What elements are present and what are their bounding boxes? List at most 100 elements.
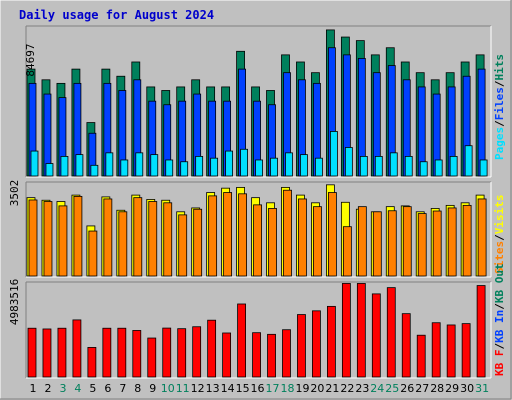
bar-sites-day-30 — [462, 204, 472, 277]
bar-sites-day-19 — [298, 198, 307, 277]
bar-pages-day-13 — [210, 157, 219, 177]
bar-pages-day-19 — [300, 154, 308, 177]
bar-pages-day-3 — [60, 156, 69, 177]
bar-kbf-day-24 — [371, 293, 381, 378]
day-label-3: 3 — [59, 382, 66, 395]
bar-pages-day-22 — [344, 147, 353, 177]
bar-kbf-day-16 — [252, 332, 261, 378]
bar-kbf-day-13 — [207, 319, 217, 378]
bar-kbf-day-10 — [162, 327, 172, 378]
day-label-19: 19 — [295, 382, 309, 395]
day-label-27: 27 — [415, 382, 429, 395]
day-label-24: 24 — [370, 382, 384, 395]
day-label-4: 4 — [74, 382, 81, 395]
bar-pages-day-30 — [464, 145, 473, 177]
bar-kbf-day-12 — [192, 326, 202, 378]
bar-sites-day-16 — [253, 204, 262, 277]
bar-kbf-day-18 — [282, 329, 291, 378]
bar-pages-day-29 — [449, 156, 458, 177]
bar-kbf-day-11 — [177, 328, 187, 378]
chart-title: Daily usage for August 2024 — [19, 8, 214, 22]
bar-layer — [26, 29, 488, 378]
bar-sites-day-20 — [313, 206, 322, 277]
bar-sites-day-7 — [118, 211, 128, 277]
day-label-29: 29 — [445, 382, 459, 395]
bar-kbf-day-1 — [27, 327, 37, 378]
bar-kbf-day-14 — [222, 332, 232, 378]
bar-sites-day-11 — [178, 214, 188, 277]
legend-sep-5: / — [493, 303, 506, 310]
bar-sites-day-15 — [238, 193, 247, 277]
bar-kbf-day-26 — [401, 313, 411, 378]
bar-sites-day-29 — [447, 207, 457, 277]
bar-sites-day-28 — [432, 210, 442, 277]
bar-kbf-day-20 — [312, 310, 321, 378]
day-label-15: 15 — [236, 382, 250, 395]
bar-pages-day-28 — [434, 159, 443, 177]
day-label-6: 6 — [104, 382, 111, 395]
day-label-12: 12 — [191, 382, 205, 395]
bar-kbf-day-5 — [87, 347, 97, 378]
day-label-8: 8 — [134, 382, 141, 395]
legend-sites: Sites — [493, 241, 506, 274]
bar-kbf-day-22 — [341, 283, 351, 378]
bar-sites-day-31 — [477, 198, 487, 277]
day-label-26: 26 — [400, 382, 414, 395]
legend-hits-files-pages: Pages/Files/Hits — [493, 54, 506, 160]
bar-sites-day-13 — [208, 195, 218, 277]
legend-kb: KB F/KB In/KB Out — [493, 263, 506, 376]
bar-pages-day-5 — [90, 164, 99, 177]
bar-kbf-day-27 — [416, 334, 426, 378]
bar-sites-day-18 — [283, 189, 292, 277]
bar-kbf-day-29 — [446, 324, 456, 378]
bar-sites-day-23 — [357, 206, 367, 277]
day-label-2: 2 — [44, 382, 51, 395]
bar-sites-day-12 — [193, 208, 203, 277]
day-label-13: 13 — [206, 382, 220, 395]
legend-sep-2: / — [493, 80, 506, 87]
bar-kbf-day-6 — [102, 327, 112, 378]
day-label-31: 31 — [475, 382, 489, 395]
bar-pages-day-23 — [359, 156, 368, 177]
bar-pages-day-25 — [389, 152, 398, 177]
legend-files: Files — [493, 87, 506, 120]
bar-kbf-day-25 — [386, 287, 396, 378]
bar-pages-day-18 — [285, 152, 293, 177]
legend-sep-1: / — [493, 120, 506, 127]
bar-sites-day-2 — [43, 201, 53, 277]
bar-kbf-day-31 — [476, 285, 486, 378]
day-label-7: 7 — [119, 382, 126, 395]
bar-sites-day-27 — [417, 213, 427, 277]
bar-pages-day-6 — [105, 152, 114, 177]
bar-pages-day-4 — [75, 154, 84, 177]
bar-pages-day-31 — [479, 159, 488, 177]
day-label-1: 1 — [30, 382, 37, 395]
bar-kbf-day-2 — [42, 328, 52, 378]
bar-kbf-day-17 — [267, 333, 276, 378]
bar-pages-day-7 — [120, 159, 129, 177]
bar-pages-day-15 — [240, 148, 248, 177]
bar-kbf-day-4 — [72, 319, 82, 378]
day-label-10: 10 — [161, 382, 175, 395]
day-label-11: 11 — [176, 382, 190, 395]
bar-pages-day-8 — [135, 152, 144, 177]
bar-kbf-day-19 — [297, 314, 306, 378]
bar-pages-day-10 — [165, 159, 174, 177]
bar-sites-day-26 — [402, 206, 412, 277]
legend-hits: Hits — [493, 54, 506, 81]
day-label-23: 23 — [355, 382, 369, 395]
bar-pages-day-2 — [45, 163, 54, 177]
bar-sites-day-21 — [327, 192, 337, 277]
bar-pages-day-24 — [374, 156, 383, 177]
day-label-25: 25 — [385, 382, 399, 395]
day-label-14: 14 — [221, 382, 235, 395]
legend-sep-3: / — [493, 234, 506, 241]
day-label-28: 28 — [430, 382, 444, 395]
bar-sites-day-17 — [268, 208, 277, 277]
bar-kbf-day-9 — [147, 337, 157, 378]
legend-visits-sites: Sites/Visits — [493, 195, 506, 275]
day-label-16: 16 — [251, 382, 265, 395]
bar-sites-day-5 — [88, 230, 98, 277]
bar-sites-day-6 — [103, 198, 113, 277]
